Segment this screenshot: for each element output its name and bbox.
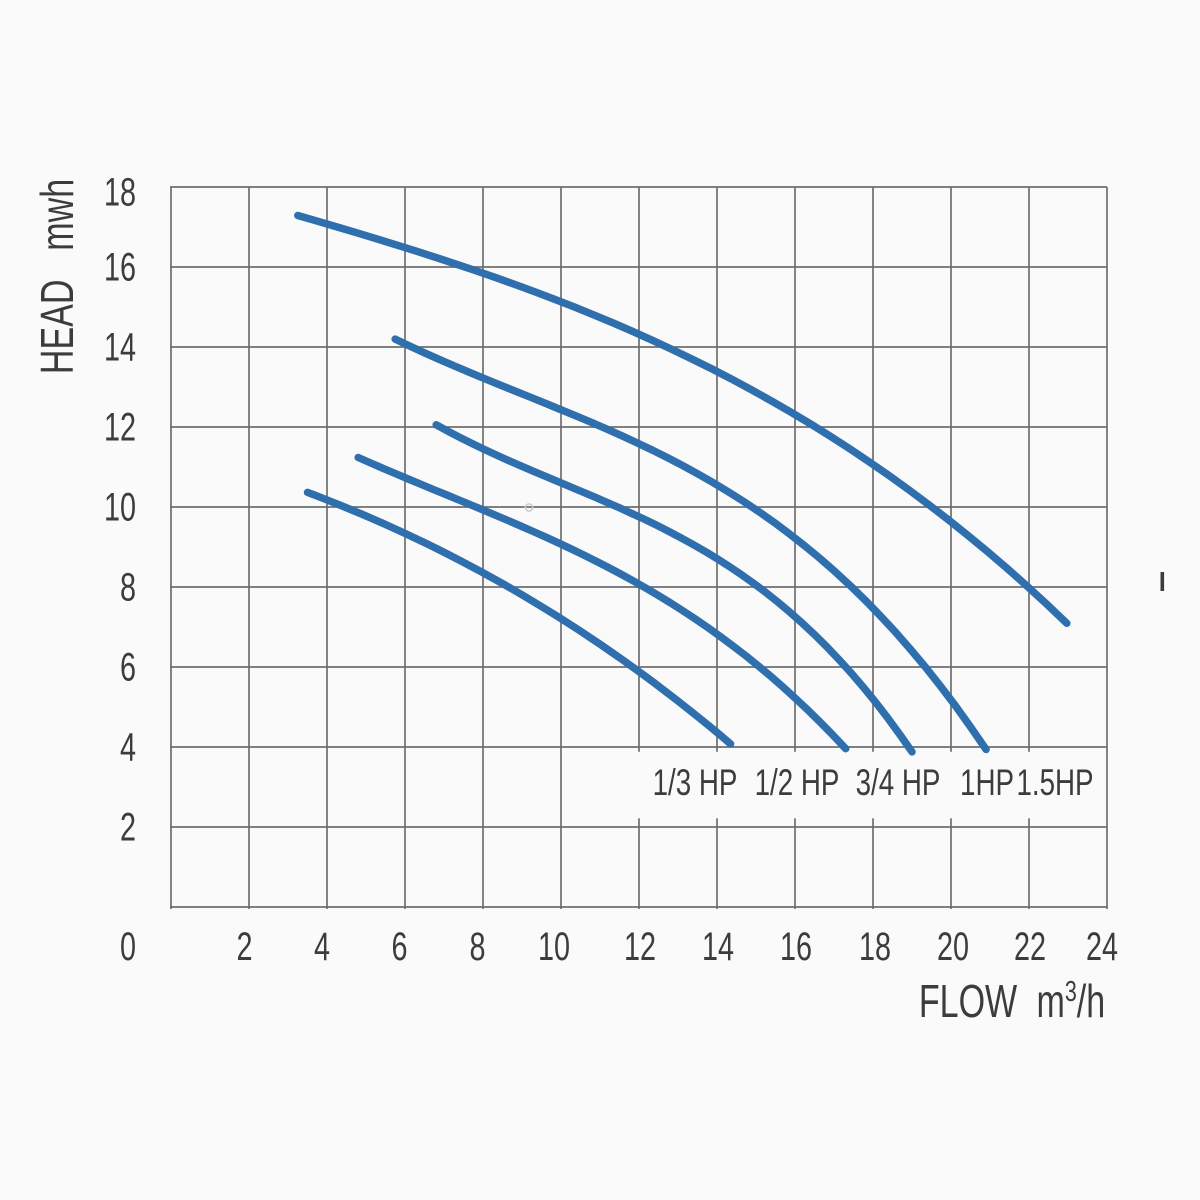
svg-text:2: 2 bbox=[236, 924, 252, 969]
svg-text:10: 10 bbox=[104, 485, 136, 530]
svg-text:12: 12 bbox=[104, 405, 136, 450]
svg-text:m3/h: m3/h bbox=[1037, 975, 1106, 1027]
svg-text:16: 16 bbox=[780, 924, 812, 969]
svg-text:24: 24 bbox=[1086, 924, 1118, 969]
svg-text:FLOW: FLOW bbox=[919, 975, 1018, 1027]
svg-text:0: 0 bbox=[120, 924, 136, 969]
svg-text:2: 2 bbox=[120, 805, 136, 850]
svg-text:4: 4 bbox=[314, 924, 330, 969]
svg-text:1HP: 1HP bbox=[960, 761, 1014, 803]
svg-text:12: 12 bbox=[624, 924, 656, 969]
svg-text:10: 10 bbox=[538, 924, 570, 969]
svg-text:18: 18 bbox=[859, 924, 891, 969]
svg-text:14: 14 bbox=[702, 924, 734, 969]
svg-text:1/2 HP: 1/2 HP bbox=[755, 761, 840, 803]
svg-text:18: 18 bbox=[104, 170, 136, 215]
svg-text:20: 20 bbox=[937, 924, 969, 969]
svg-text:14: 14 bbox=[104, 325, 136, 370]
svg-text:6: 6 bbox=[120, 645, 136, 690]
svg-text:22: 22 bbox=[1014, 924, 1046, 969]
svg-text:8: 8 bbox=[469, 924, 485, 969]
svg-text:1/3 HP: 1/3 HP bbox=[653, 761, 738, 803]
svg-text:3/4 HP: 3/4 HP bbox=[856, 761, 941, 803]
svg-text:8: 8 bbox=[120, 565, 136, 610]
svg-text:1.5HP: 1.5HP bbox=[1016, 761, 1093, 803]
svg-text:16: 16 bbox=[104, 245, 136, 290]
svg-text:4: 4 bbox=[120, 725, 136, 770]
svg-text:6: 6 bbox=[391, 924, 407, 969]
svg-text:HEADmwh: HEADmwh bbox=[31, 179, 83, 374]
